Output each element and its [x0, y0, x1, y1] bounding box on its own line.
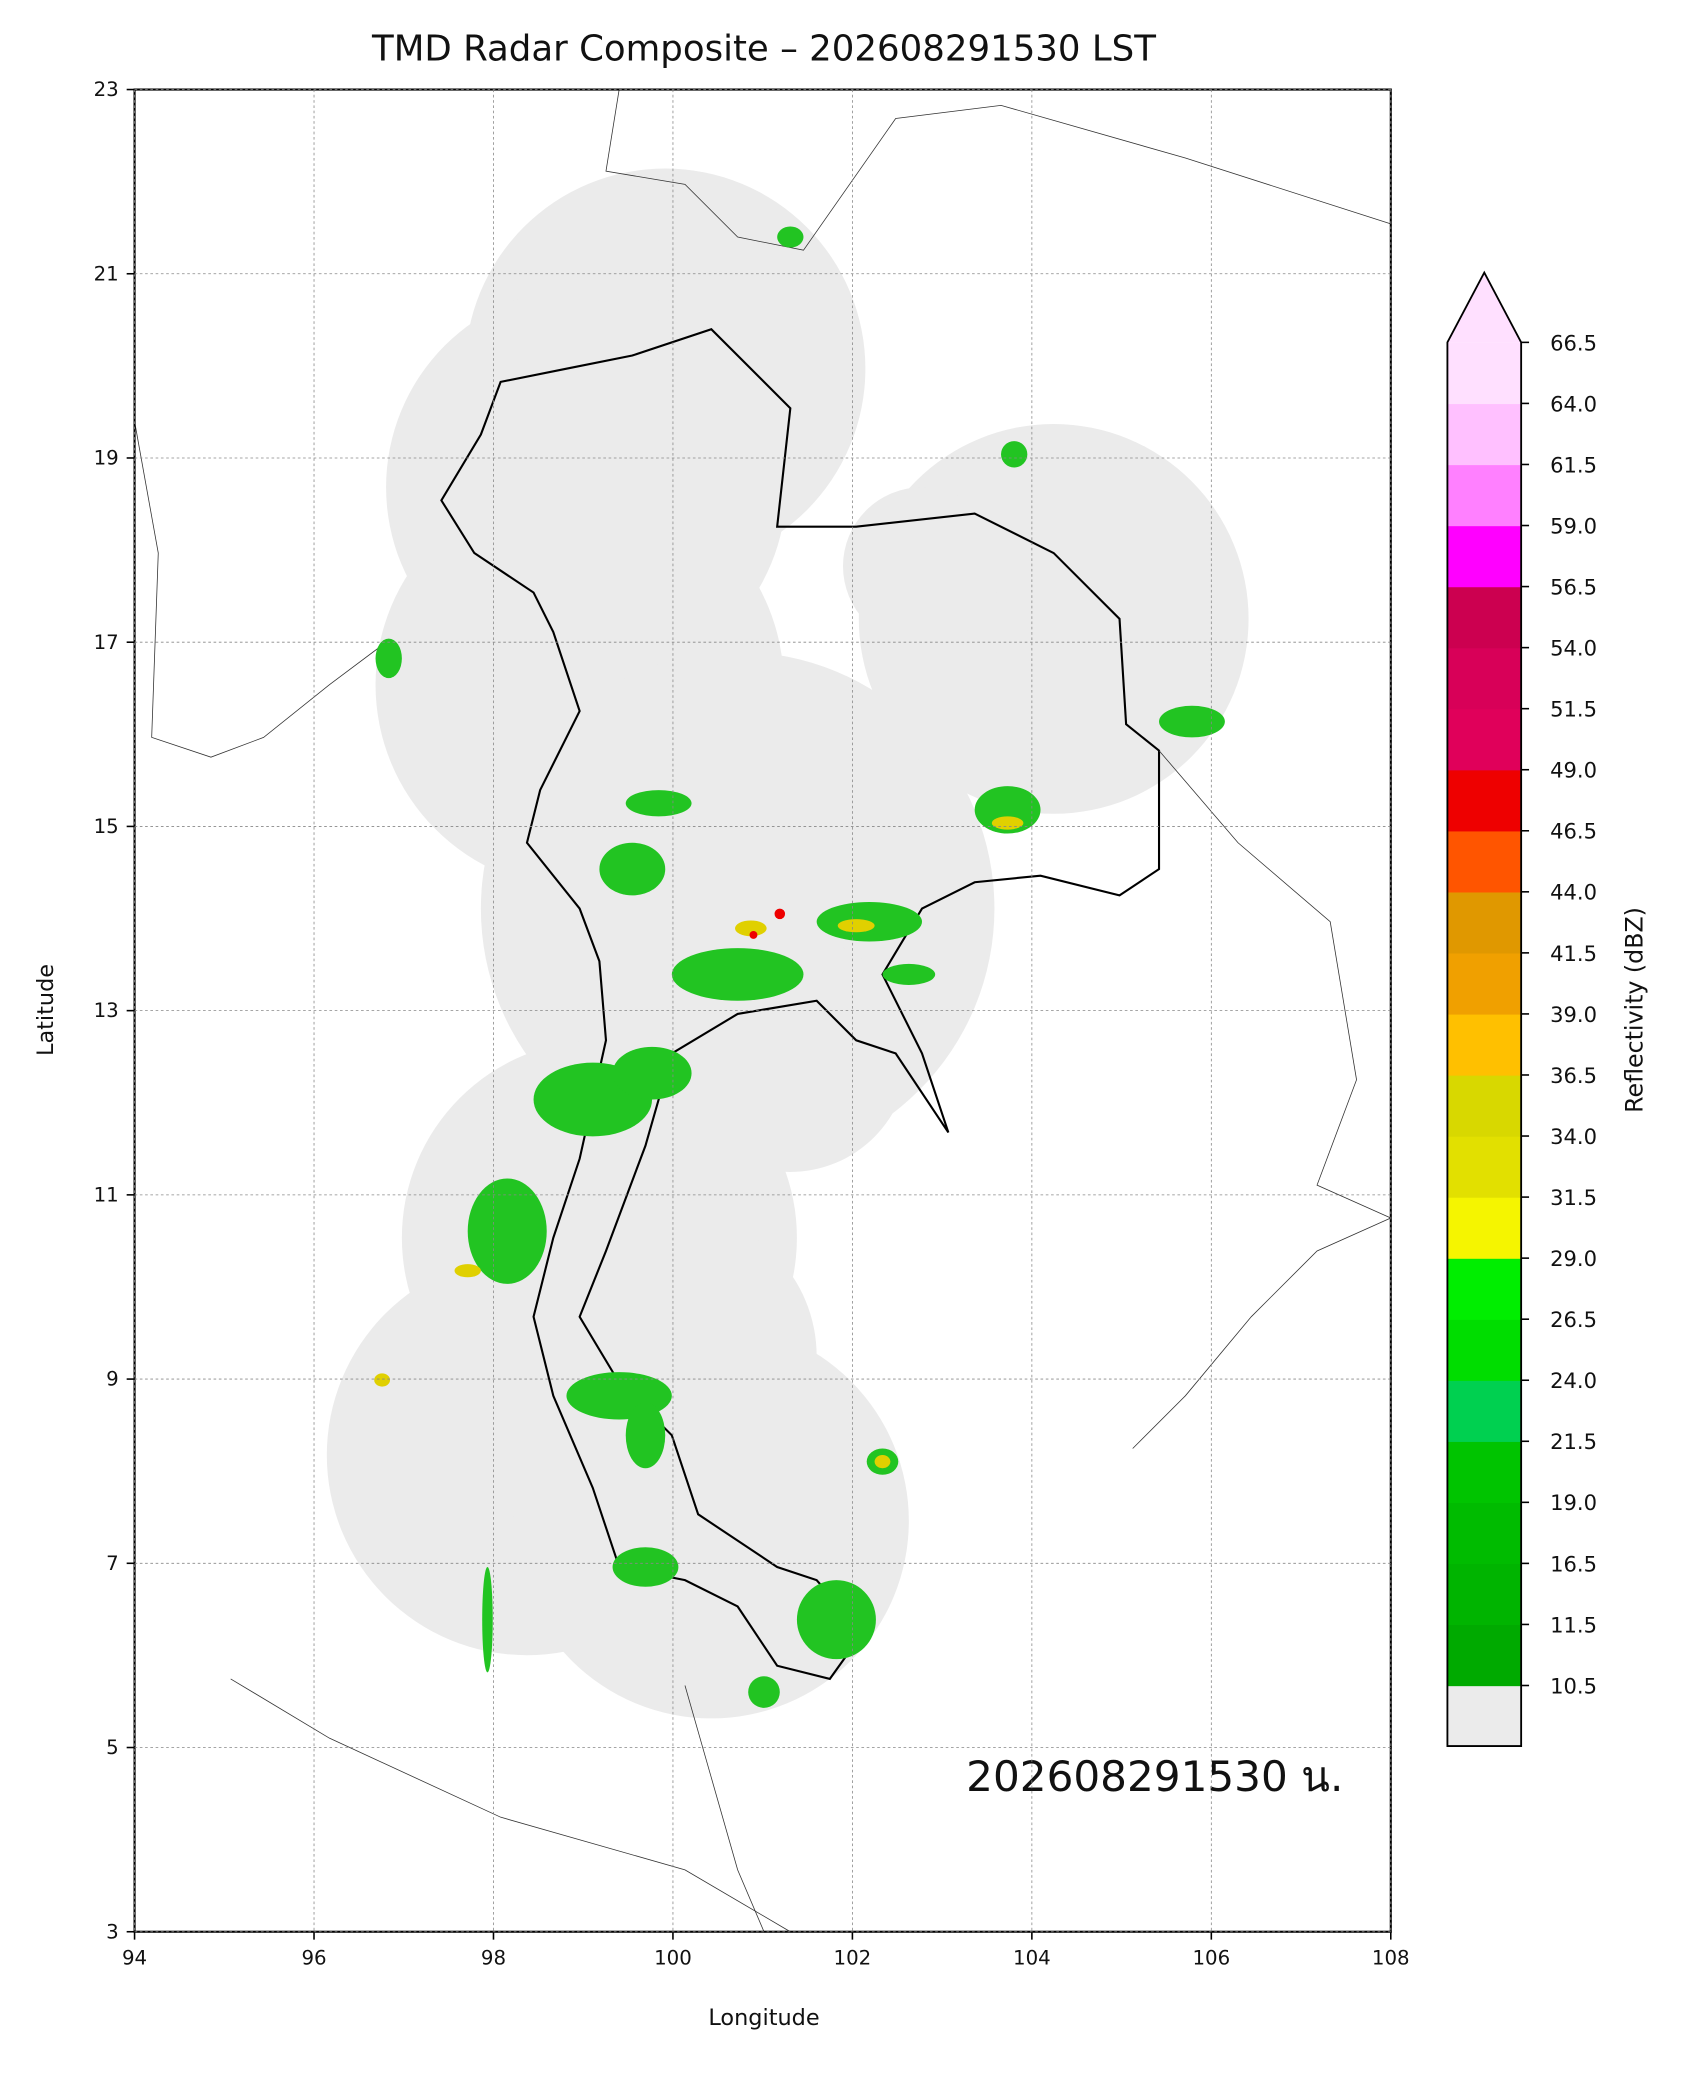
colorbar-tick-label: 56.5 — [1550, 574, 1597, 599]
colorbar-tick-label: 54.0 — [1550, 636, 1597, 661]
colorbar-tick-label: 39.0 — [1550, 1002, 1597, 1027]
colorbar-tick-label: 59.0 — [1550, 513, 1597, 538]
y-tick-label: 5 — [106, 1736, 119, 1759]
colorbar-label: Reflectivity (dBZ) — [1620, 907, 1648, 1113]
radar-echo-strong — [374, 816, 1024, 1469]
colorbar-tick-label: 41.5 — [1550, 941, 1597, 966]
y-tick-label: 13 — [94, 999, 119, 1022]
colorbar-segment — [1447, 708, 1522, 771]
colorbar-segment — [1447, 1013, 1522, 1076]
colorbar-tick-label: 36.5 — [1550, 1063, 1597, 1088]
colorbar-segment — [1447, 1624, 1522, 1687]
x-tick-label: 108 — [1372, 1947, 1410, 1970]
y-tick-label: 7 — [106, 1552, 119, 1575]
colorbar-segment — [1447, 586, 1522, 649]
colorbar-tick-label: 44.0 — [1550, 880, 1597, 905]
colorbar-over — [1447, 272, 1522, 343]
y-tick-label: 17 — [94, 631, 119, 654]
timestamp-annotation: 202608291530 น. — [966, 1752, 1343, 1801]
map — [134, 89, 1391, 1933]
colorbar-tick-label: 24.0 — [1550, 1368, 1597, 1393]
radar-coverage — [326, 168, 1249, 1719]
radar-echo-intense — [749, 908, 786, 939]
x-tick-label: 96 — [301, 1947, 326, 1970]
x-tick-label: 106 — [1192, 1947, 1230, 1970]
colorbar-segment — [1447, 1502, 1522, 1565]
colorbar-tick-label: 66.5 — [1550, 330, 1597, 355]
x-tick-label: 94 — [122, 1947, 147, 1970]
colorbar-segment — [1447, 891, 1522, 954]
colorbar-segment — [1447, 1074, 1522, 1137]
y-tick-label: 3 — [106, 1920, 119, 1943]
x-tick-label: 104 — [1013, 1947, 1051, 1970]
colorbar-segment — [1447, 952, 1522, 1015]
colorbar-segment — [1447, 1258, 1522, 1320]
colorbar-tick-label: 61.5 — [1550, 452, 1597, 477]
colorbar-tick-label: 34.0 — [1550, 1124, 1597, 1149]
y-tick-label: 9 — [106, 1368, 119, 1391]
colorbar-tick-label: 51.5 — [1550, 697, 1597, 722]
x-tick-label: 102 — [834, 1947, 872, 1970]
colorbar-tick-label: 26.5 — [1550, 1307, 1597, 1332]
colorbar-segment — [1447, 1197, 1522, 1259]
colorbar-tick-label: 46.5 — [1550, 819, 1597, 844]
colorbar-tick-label: 29.0 — [1550, 1246, 1597, 1271]
y-tick-label: 11 — [94, 1183, 119, 1206]
colorbar-tick-label: 31.5 — [1550, 1185, 1597, 1210]
colorbar-tick-label: 21.5 — [1550, 1429, 1597, 1454]
x-tick-label: 100 — [654, 1947, 692, 1970]
colorbar-tick-label: 64.0 — [1550, 391, 1597, 416]
colorbar-tick-label: 10.5 — [1550, 1673, 1597, 1698]
radar-echo — [375, 226, 1225, 1708]
colorbar-segment — [1447, 1380, 1522, 1442]
y-tick-label: 21 — [94, 262, 119, 285]
y-axis-label: Latitude — [33, 964, 59, 1056]
colorbar-tick-label: 16.5 — [1550, 1551, 1597, 1576]
colorbar-tick-label: 19.0 — [1550, 1490, 1597, 1515]
colorbar-segment — [1447, 525, 1522, 588]
colorbar-segment — [1447, 1563, 1522, 1626]
y-tick-label: 15 — [94, 815, 119, 838]
colorbar-tick-label: 49.0 — [1550, 758, 1597, 783]
x-tick-label: 98 — [481, 1947, 506, 1970]
colorbar-segment — [1447, 1319, 1522, 1381]
colorbar-segment — [1447, 647, 1522, 710]
colorbar-segment — [1447, 830, 1522, 893]
colorbar-under — [1447, 1685, 1522, 1747]
y-tick-label: 23 — [94, 78, 119, 101]
country-outline — [440, 327, 1161, 1681]
title: TMD Radar Composite – 202608291530 LST — [371, 29, 1156, 70]
colorbar-tick-label: 11.5 — [1550, 1612, 1597, 1637]
colorbar-segment — [1447, 464, 1522, 527]
colorbar-frame — [1446, 270, 1523, 1747]
coastline — [134, 89, 1391, 1933]
colorbar-segment — [1447, 342, 1522, 405]
y-tick-label: 19 — [94, 447, 119, 470]
colorbar-segment — [1447, 1441, 1522, 1504]
colorbar-segment — [1447, 403, 1522, 466]
x-axis-label: Longitude — [708, 2005, 819, 2031]
colorbar-segment — [1447, 1136, 1522, 1198]
colorbar-segment — [1447, 769, 1522, 832]
